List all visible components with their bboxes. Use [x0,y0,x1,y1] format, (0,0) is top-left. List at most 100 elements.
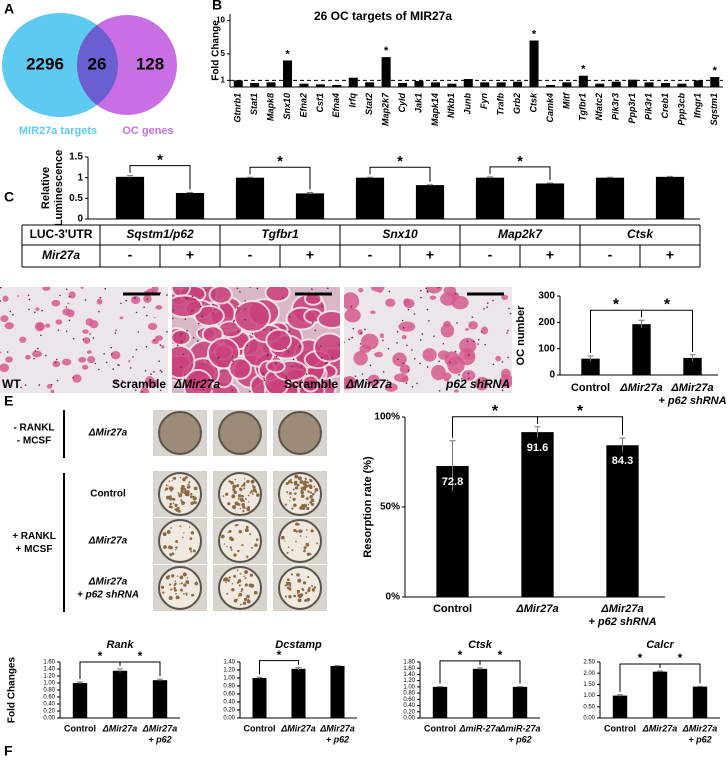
bar [115,176,145,219]
resorption-pit [243,500,245,503]
speck [311,288,313,290]
resorption-pit [297,523,300,526]
resorption-pit [292,497,296,501]
cell [87,355,96,364]
error-bar [449,440,456,492]
speck [40,334,42,337]
speck [433,335,435,338]
speck [144,370,147,372]
significance-label: * [613,296,620,313]
speck [382,339,384,342]
bar [612,695,628,718]
cell [374,351,384,358]
resorption-pit [166,530,171,534]
cell [392,352,407,367]
cell [353,350,368,366]
significance-label: * [138,649,143,663]
y-axis-label: Resorption rate (%) [362,456,374,558]
speck [114,332,117,334]
resorption-pit [183,532,185,534]
resorption-pit [249,573,254,577]
resorption-pit [162,591,165,594]
speck [324,383,327,386]
resorption-pit [238,530,242,534]
speck [182,353,185,356]
resorption-pit [237,595,240,597]
speck [350,305,353,308]
group-label: Ctsk [627,227,654,241]
cell [429,295,437,300]
resorption-pit [185,580,190,584]
cell [344,308,361,323]
x-tick-label: Nfkb1 [446,93,456,118]
cell [316,310,340,329]
speck [158,360,160,362]
resorption-pit [251,493,254,495]
resorption-pit [295,522,299,526]
cell [453,389,459,393]
resorption-pit [231,582,234,585]
error-bar [367,176,373,179]
error-bar [547,182,553,184]
speck [338,343,340,346]
speck [396,330,399,333]
speck [12,313,14,316]
cell [313,332,340,363]
speck [454,293,457,295]
bar [562,82,572,87]
resorption-pit [237,579,242,583]
resorption-pit [232,486,235,489]
resorption-pit [305,497,309,501]
x-tick-label: - [128,247,133,263]
speck [110,346,112,349]
resorption-pit [185,594,188,596]
speck [180,366,183,368]
resorption-pit [284,585,286,587]
speck [137,331,140,333]
resorption-pit [242,601,245,604]
significance-label: * [517,153,523,170]
resorption-pit [160,585,165,589]
significance-label: * [492,403,499,420]
resorption-pit [174,503,178,507]
bar [175,192,205,219]
bar [295,193,325,219]
speck [327,287,329,290]
resorption-pit [223,543,226,545]
x-tick-label: ΔMir27a [280,723,316,733]
cell [42,287,51,292]
speck [6,351,9,353]
resorption-pit [309,479,313,483]
speck [291,365,294,368]
micrograph-image [172,287,340,393]
speck [320,357,323,359]
resorption-pit [230,537,234,542]
speck [471,316,474,318]
speck [153,339,156,341]
speck [134,297,136,299]
resorption-pit [297,598,302,603]
speck [326,361,328,364]
y-tick-label: 0.60 [223,692,235,698]
bar [415,185,445,219]
speck [129,367,132,369]
y-tick-label: 0.80 [43,688,55,694]
y-tick-label: 1.20 [223,668,235,674]
y-tick-label: 0.60 [43,695,55,701]
cell [34,321,45,332]
speck [298,345,301,348]
x-tick-label: + p62 shRNA [588,616,656,628]
cell [61,358,72,366]
cell [480,326,489,335]
resorption-pit [236,524,239,527]
speck [402,327,405,329]
speck [425,287,428,290]
resorption-pit [288,595,292,599]
resorption-pit [244,497,247,500]
resorption-pit [304,484,308,489]
x-tick-label: + p62 shRNA [658,395,726,407]
bar [355,177,385,219]
speck [288,330,290,333]
speck [354,375,357,377]
x-tick-label: Control [604,723,636,733]
